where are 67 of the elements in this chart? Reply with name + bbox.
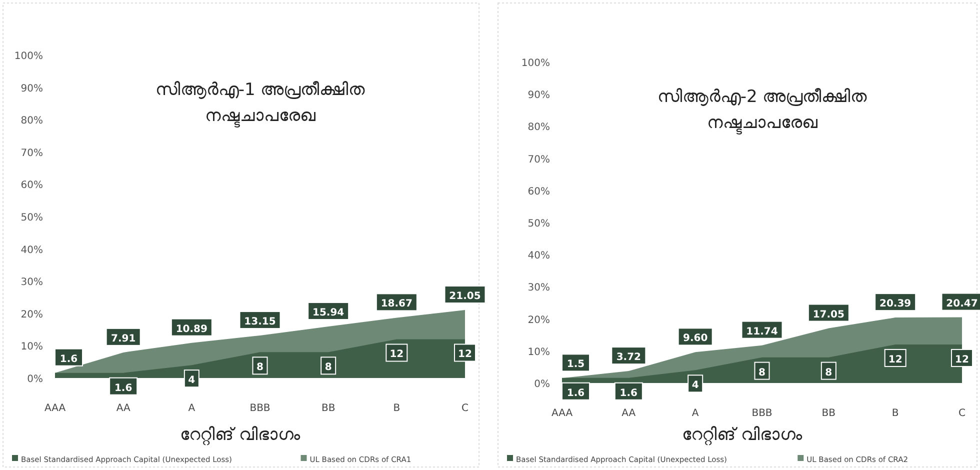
x-tick-label: BBB <box>752 408 772 419</box>
x-tick-label: BBB <box>250 403 270 414</box>
data-label: 1.6 <box>620 388 638 399</box>
text: സിആർഎ-1 അപ്രതീക്ഷിത നഷ്ടചാപരേഖ <box>155 80 366 128</box>
y-tick-label: 0% <box>27 374 43 385</box>
data-label: 20.39 <box>880 298 912 310</box>
text: സിആർഎ-2 അപ്രതീക്ഷിത നഷ്ടചാപരേഖ <box>657 87 868 135</box>
data-label: 20.47 <box>946 298 978 310</box>
data-label: 1.6 <box>566 388 585 399</box>
x-tick-label: B <box>393 403 400 414</box>
y-tick-label: 60% <box>528 186 550 198</box>
y-tick-label: 90% <box>20 83 43 94</box>
x-tick-label: AAA <box>44 403 66 414</box>
y-tick-label: 30% <box>20 277 43 288</box>
y-tick-label: 80% <box>20 116 43 127</box>
data-label: 21.05 <box>449 291 481 302</box>
data-label: 8 <box>758 367 766 378</box>
y-tick-label: 50% <box>20 212 43 224</box>
data-label: 13.15 <box>244 316 276 328</box>
data-label: 12 <box>955 354 969 366</box>
y-tick-label: 10% <box>528 346 550 358</box>
y-tick-label: 50% <box>528 218 550 230</box>
data-label: 12 <box>390 349 404 360</box>
x-tick-label: A <box>188 403 196 414</box>
data-label: 1.6 <box>60 354 78 365</box>
y-tick-label: 60% <box>20 180 43 192</box>
data-label: 4 <box>692 380 699 392</box>
x-tick-label: C <box>462 403 469 414</box>
data-label: 1.5 <box>566 359 585 370</box>
data-label: 8 <box>825 367 832 378</box>
y-tick-label: 0% <box>534 379 550 390</box>
y-tick-label: 30% <box>528 282 550 294</box>
x-tick-label: AA <box>622 408 636 419</box>
data-label: 18.67 <box>380 298 413 310</box>
y-tick-label: 40% <box>20 244 43 256</box>
x-tick-label: AA <box>116 403 130 414</box>
y-tick-label: 90% <box>528 90 550 102</box>
x-axis-title: റേറ്റിങ് വിഭാഗം <box>682 425 804 445</box>
x-tick-label: B <box>892 408 899 419</box>
data-label: 12 <box>458 349 472 360</box>
data-label: 3.72 <box>616 352 642 364</box>
y-tick-label: 40% <box>528 250 550 262</box>
data-label: 12 <box>888 354 902 366</box>
x-tick-label: BB <box>822 408 836 419</box>
y-tick-label: 70% <box>528 154 550 166</box>
data-label: 7.91 <box>110 333 136 344</box>
data-label: 8 <box>324 362 332 374</box>
x-axis-title: റേറ്റിങ് വിഭാഗം <box>180 425 302 445</box>
y-tick-label: 100% <box>14 51 43 62</box>
y-tick-label: 100% <box>521 58 550 69</box>
y-tick-label: 10% <box>20 342 43 353</box>
data-label: 1.6 <box>114 382 132 394</box>
y-tick-label: 20% <box>20 309 43 320</box>
y-tick-label: 80% <box>528 122 550 134</box>
x-tick-label: C <box>958 408 966 419</box>
data-label: 15.94 <box>312 308 344 319</box>
x-tick-label: A <box>692 408 699 419</box>
x-tick-label: AAA <box>551 408 573 419</box>
data-label: 17.05 <box>812 309 845 320</box>
data-label: 11.74 <box>746 326 778 338</box>
data-label: 4 <box>188 375 196 386</box>
data-label: 10.89 <box>176 324 208 335</box>
y-tick-label: 70% <box>20 148 43 159</box>
data-label: 9.60 <box>682 333 708 344</box>
y-tick-label: 20% <box>528 314 550 326</box>
data-label: 8 <box>256 362 264 374</box>
x-tick-label: BB <box>321 403 336 414</box>
